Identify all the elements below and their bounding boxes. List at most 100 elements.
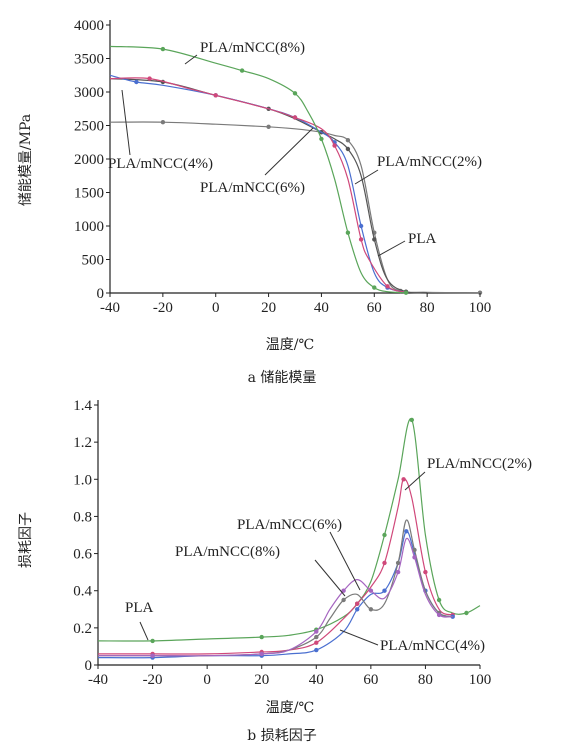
y-tick-label: 1000 xyxy=(74,219,104,235)
x-tick-label: -20 xyxy=(143,672,163,688)
series-point-a-3 xyxy=(147,76,152,81)
x-tick-label: 0 xyxy=(203,672,211,688)
series-point-b-4 xyxy=(314,629,319,634)
x-tick-label: 60 xyxy=(367,300,382,316)
y-tick-label: 3500 xyxy=(74,52,104,68)
series-point-a-4 xyxy=(239,68,245,73)
x-tick-label: 40 xyxy=(309,672,324,688)
series-point-b-0 xyxy=(409,417,414,423)
y-tick-label: 1.2 xyxy=(73,435,92,451)
x-tick-label: -40 xyxy=(100,300,120,316)
x-tick-label: 80 xyxy=(420,300,435,316)
series-point-b-2 xyxy=(404,529,409,534)
chart-b-xlabel: 温度/℃ xyxy=(266,700,314,716)
series-point-a-0 xyxy=(160,120,166,125)
chart-a-xlabel: 温度/℃ xyxy=(266,337,314,353)
y-tick-label: 1500 xyxy=(74,186,104,202)
series-point-b-3 xyxy=(412,547,417,553)
leader-b-8pct xyxy=(314,559,346,597)
x-tick-label: 20 xyxy=(261,300,276,316)
series-point-b-3 xyxy=(368,607,374,612)
series-point-a-4 xyxy=(403,290,409,295)
series-point-a-4 xyxy=(345,230,351,235)
series-point-b-1 xyxy=(355,601,360,606)
chart-a-ylabel: 储能模量/MPa xyxy=(18,114,34,206)
series-point-a-3 xyxy=(292,115,298,120)
series-point-a-1 xyxy=(372,237,377,242)
chart-b-grid-axes xyxy=(97,400,480,666)
chart-b-ticks: 0 0.2 0.4 0.6 0.8 1.0 1.2 1.4 -40 -20 0 20 40 60 80 100 xyxy=(73,398,491,688)
series-line-b-4 xyxy=(97,537,453,657)
leader-pla xyxy=(377,240,406,257)
x-tick-label: 80 xyxy=(418,672,433,688)
series-point-a-0 xyxy=(266,124,271,129)
leader-b-pla xyxy=(139,621,149,641)
series-point-a-4 xyxy=(372,285,377,290)
series-point-a-1 xyxy=(345,146,351,152)
x-tick-label: 40 xyxy=(314,300,329,316)
annotation-2pct: PLA/mNCC(2%) xyxy=(377,154,482,170)
chart-a-ticks: 0 500 1000 1500 2000 2500 3000 3500 4000 -40 -20 0 2… xyxy=(74,18,491,316)
annotation-b-4pct: PLA/mNCC(4%) xyxy=(380,638,485,654)
series-point-a-3 xyxy=(213,93,218,98)
y-tick-label: 0.8 xyxy=(73,509,92,525)
annotation-4pct: PLA/mNCC(4%) xyxy=(108,156,213,172)
y-tick-label: 2500 xyxy=(74,119,104,135)
series-point-b-4 xyxy=(150,653,155,658)
annotation-b-pla: PLA xyxy=(125,600,154,616)
series-point-b-4 xyxy=(412,555,417,560)
annotation-b-6pct: PLA/mNCC(6%) xyxy=(237,517,342,533)
y-tick-label: 0 xyxy=(85,658,93,674)
leader-b-2pct xyxy=(404,471,426,491)
series-point-b-0 xyxy=(382,532,387,538)
series-point-b-4 xyxy=(368,588,374,593)
x-tick-label: 0 xyxy=(212,300,220,316)
leader-8pct xyxy=(184,54,198,65)
series-point-b-1 xyxy=(423,569,428,575)
series-point-b-4 xyxy=(436,612,442,618)
leader-4pct xyxy=(121,89,131,156)
chart-a-series xyxy=(109,45,483,295)
leader-b-6pct xyxy=(329,531,361,591)
series-point-a-0 xyxy=(345,138,351,143)
annotation-pla: PLA xyxy=(408,231,437,247)
series-point-a-4 xyxy=(292,91,298,96)
series-point-a-4 xyxy=(160,46,166,52)
y-tick-label: 3000 xyxy=(74,85,104,101)
chart-a: 0 500 1000 1500 2000 2500 3000 3500 4000 -40 -20 0 2… xyxy=(18,18,491,386)
y-tick-label: 0.2 xyxy=(73,621,92,637)
series-point-b-4 xyxy=(341,588,346,593)
y-tick-label: 500 xyxy=(82,253,105,269)
annotation-b-2pct: PLA/mNCC(2%) xyxy=(427,456,532,472)
series-point-b-0 xyxy=(464,610,469,616)
y-tick-label: 0.4 xyxy=(73,584,92,600)
series-point-b-0 xyxy=(436,597,442,603)
series-point-b-4 xyxy=(259,651,264,657)
annotation-6pct: PLA/mNCC(6%) xyxy=(200,180,305,196)
x-tick-label: 20 xyxy=(254,672,269,688)
leader-6pct xyxy=(264,127,314,176)
series-point-b-2 xyxy=(314,647,319,653)
chart-b-series xyxy=(97,417,481,660)
series-point-a-2 xyxy=(358,223,364,229)
series-line-b-0 xyxy=(97,418,481,642)
x-tick-label: 100 xyxy=(469,672,492,688)
series-point-a-2 xyxy=(134,79,139,85)
x-tick-label: -40 xyxy=(88,672,108,688)
series-line-a-0 xyxy=(109,121,481,294)
y-tick-label: 1.4 xyxy=(73,398,92,414)
x-tick-label: 60 xyxy=(363,672,378,688)
series-point-b-2 xyxy=(382,588,387,593)
series-point-a-3 xyxy=(358,237,364,242)
series-line-b-1 xyxy=(98,478,453,655)
series-point-a-3 xyxy=(385,284,390,289)
series-point-b-1 xyxy=(314,640,319,645)
series-line-a-2 xyxy=(109,74,407,293)
y-tick-label: 0.6 xyxy=(73,547,92,563)
leader-2pct xyxy=(354,169,379,185)
x-tick-label: 100 xyxy=(469,300,492,316)
x-tick-label: -20 xyxy=(153,300,173,316)
series-point-b-0 xyxy=(259,634,264,640)
series-point-b-2 xyxy=(355,607,360,612)
